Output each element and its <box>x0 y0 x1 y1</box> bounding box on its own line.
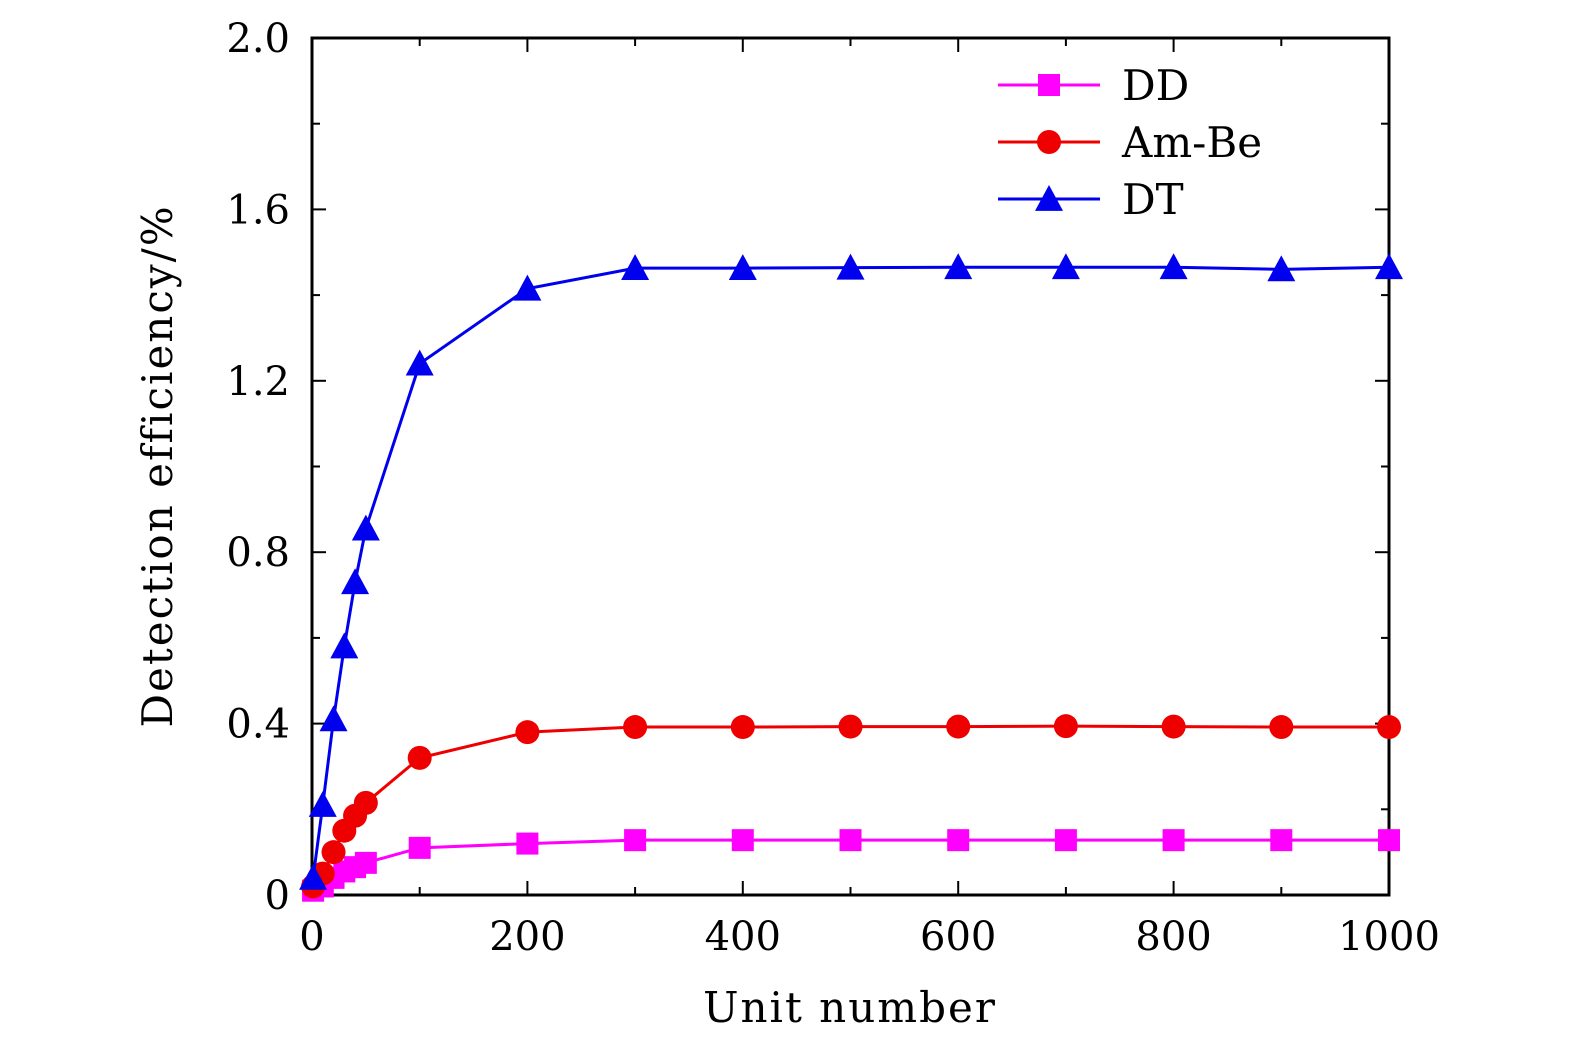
legend-item-am-be: Am-Be <box>998 118 1262 167</box>
data-point-am-be <box>515 720 540 745</box>
data-point-dt <box>405 349 434 376</box>
legend: DD Am-Be DT <box>998 61 1262 224</box>
x-tick-label: 200 <box>489 914 565 960</box>
data-point-dt <box>299 863 328 890</box>
axis-ticks: 0 200 400 600 800 1000 0 0.4 0.8 1.2 1.6 2.0 <box>226 16 1440 960</box>
y-tick-label: 1.6 <box>226 187 290 233</box>
data-point-dd <box>1054 829 1077 852</box>
data-point-dt <box>1267 255 1296 282</box>
data-point-am-be <box>1053 714 1078 739</box>
data-point-am-be <box>946 714 971 739</box>
x-tick-label: 800 <box>1135 914 1211 960</box>
y-tick-label: 0.4 <box>226 702 290 748</box>
data-point-dt <box>351 514 380 541</box>
series-dt <box>299 253 1403 890</box>
x-axis-label: Unit number <box>703 983 997 1032</box>
legend-item-dd: DD <box>998 61 1189 110</box>
data-point-am-be <box>838 714 863 739</box>
data-point-dd <box>1270 829 1293 852</box>
data-point-am-be <box>1161 714 1186 739</box>
legend-item-dt: DT <box>998 175 1184 224</box>
data-point-dt <box>513 274 542 301</box>
data-point-am-be <box>1269 715 1294 740</box>
data-point-dd <box>1162 829 1185 852</box>
data-point-dt <box>728 254 757 281</box>
y-axis-label: Detection efficiency/% <box>133 204 182 727</box>
legend-label-dd: DD <box>1122 61 1189 110</box>
x-tick-label: 600 <box>920 914 996 960</box>
legend-label-dt: DT <box>1122 175 1184 224</box>
y-tick-label: 1.2 <box>226 359 290 405</box>
series-line-am-be <box>311 724 1389 888</box>
data-point-am-be <box>1377 715 1401 740</box>
data-point-dd <box>839 829 862 852</box>
data-point-am-be <box>623 715 648 740</box>
data-point-dt <box>341 568 370 595</box>
data-point-dd <box>516 832 539 855</box>
x-tick-label: 400 <box>705 914 781 960</box>
data-point-dt <box>1375 253 1403 280</box>
data-point-am-be <box>321 840 346 865</box>
legend-marker-dt <box>1035 185 1063 211</box>
legend-label-am-be: Am-Be <box>1121 118 1262 167</box>
data-point-dt <box>1159 253 1188 280</box>
data-point-dd <box>1378 829 1400 852</box>
series-layer <box>299 253 1403 902</box>
y-tick-label: 2.0 <box>226 16 290 62</box>
data-point-dt <box>330 632 359 659</box>
y-tick-label: 0 <box>265 873 290 919</box>
data-point-dt <box>944 253 973 280</box>
x-tick-label: 1000 <box>1338 914 1440 960</box>
data-point-am-be <box>407 745 432 770</box>
legend-marker-am-be <box>1037 130 1061 154</box>
data-point-dt <box>319 705 348 732</box>
data-point-dd <box>947 829 970 852</box>
data-point-dd <box>408 836 431 859</box>
data-point-dt <box>621 254 650 281</box>
series-am-be <box>301 714 1401 899</box>
data-point-dd <box>354 851 377 874</box>
data-point-dt <box>836 253 865 280</box>
data-point-dd <box>624 829 647 852</box>
series-line-dt <box>311 265 1390 879</box>
data-point-am-be <box>353 790 378 815</box>
legend-marker-dd <box>1038 74 1060 96</box>
y-tick-label: 0.8 <box>226 530 290 576</box>
data-point-dd <box>731 829 754 852</box>
data-point-dt <box>1051 253 1080 280</box>
data-point-am-be <box>730 715 755 740</box>
data-point-dt <box>308 791 337 817</box>
x-tick-label: 0 <box>299 914 324 960</box>
